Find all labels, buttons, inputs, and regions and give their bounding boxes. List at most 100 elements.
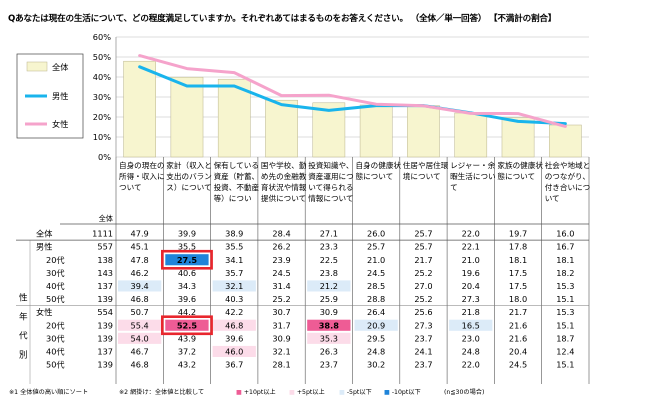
legend-plus10-swatch: ■	[236, 389, 242, 396]
table-cell: 21.0	[462, 255, 480, 265]
row-n: 137	[97, 281, 113, 291]
row-n: 1111	[92, 229, 113, 239]
bar-zentai	[501, 117, 535, 158]
category-label: 自身の健康状態について	[356, 160, 402, 181]
cell-highlight-b10	[165, 254, 209, 266]
group-label-char: 性	[19, 292, 28, 304]
legend-label-male: 男性	[52, 91, 68, 101]
group-label-char: 年	[19, 311, 28, 323]
table-cell: 28.5	[367, 281, 385, 291]
table-cell: 15.3	[556, 307, 574, 317]
table-cell: 45.1	[131, 242, 149, 252]
table-cell: 23.9	[272, 255, 290, 265]
bar-zentai	[217, 78, 251, 158]
y-tick-label: 20%	[93, 112, 111, 122]
row-n: 139	[97, 294, 113, 304]
bar-zentai	[265, 99, 298, 158]
footnote-sort: ※1 全体値の高い順にソート	[9, 387, 88, 396]
table-cell: 21.0	[367, 255, 385, 265]
legend-plus10-label: +10pt以上	[243, 389, 276, 396]
cell-highlight-p5	[118, 319, 162, 331]
table-cell: 22.0	[462, 360, 480, 370]
table-cell: 32.1	[272, 347, 290, 357]
table-cell: 30.7	[272, 307, 290, 317]
footnote-shading-text: 網掛け：全体値と比較して	[130, 389, 205, 396]
table-cell: 42.2	[225, 307, 243, 317]
cell-highlight-p5	[212, 319, 256, 331]
table-cell: 46.8	[131, 360, 149, 370]
red-highlight-box	[161, 249, 213, 270]
cell-highlight-p5	[212, 345, 256, 357]
cell-highlight-p5	[118, 332, 162, 344]
line-male	[138, 65, 567, 126]
table-cell: 32.1	[225, 281, 243, 291]
table-cell: 19.6	[462, 268, 480, 278]
group-label-char: 代	[19, 331, 28, 342]
cell-highlight-b5	[449, 319, 493, 331]
table-cell: 30.2	[367, 360, 385, 370]
table-cell: 47.8	[131, 255, 149, 265]
table-cell: 22.1	[462, 242, 480, 252]
table-cell: 24.5	[272, 268, 290, 278]
y-tick-label: 40%	[93, 72, 111, 82]
group-label-char: 別	[19, 350, 28, 361]
legend-swatch-zentai	[26, 61, 48, 72]
legend-minus10-label: -10pt以下	[391, 389, 421, 396]
category-label: 投資知識や、資産運用について得られる情報について	[308, 160, 354, 203]
table-cell: 28.1	[272, 360, 290, 370]
bar-zentai	[454, 112, 488, 158]
table-cell: 35.3	[320, 333, 338, 343]
legend-minus5-swatch: ■	[339, 389, 345, 396]
table-cell: 30.9	[272, 333, 290, 343]
category-label: 家計（収入と支出のバランス）について	[166, 160, 212, 192]
row-sublabel: 30代	[46, 333, 65, 343]
row-n: 137	[97, 347, 113, 357]
table-cell: 25.2	[272, 294, 290, 304]
category-label: 自身の現在の所得・収入について	[119, 160, 165, 192]
line-female	[138, 54, 567, 128]
cell-highlight-p10	[165, 319, 209, 331]
footnote-n-note: (n≦30の場合)	[444, 389, 485, 396]
table-cell: 21.6	[509, 333, 527, 343]
n-column-header: 全体	[99, 214, 113, 223]
y-tick-label: 30%	[93, 92, 111, 102]
table-cell: 27.1	[320, 229, 338, 239]
table-cell: 25.7	[414, 242, 432, 252]
table-cell: 35.7	[225, 268, 243, 278]
table-cell: 26.2	[272, 242, 290, 252]
row-sublabel: 20代	[46, 320, 65, 330]
table-cell: 21.6	[509, 320, 527, 330]
table-cell: 44.2	[178, 307, 196, 317]
row-n: 557	[97, 242, 113, 252]
table-cell: 38.9	[225, 229, 243, 239]
table-cell: 27.3	[414, 320, 432, 330]
table-cell: 46.8	[131, 294, 149, 304]
table-cell: 27.5	[177, 255, 198, 265]
table-cell: 25.2	[414, 268, 432, 278]
y-tick-label: 50%	[93, 52, 111, 62]
question-title: Qあなたは現在の生活について、どの程度満足していますか。それぞれあてはまるものを…	[8, 14, 557, 24]
table-cell: 31.7	[272, 320, 290, 330]
table-cell: 23.7	[320, 360, 338, 370]
table-cell: 37.2	[178, 347, 196, 357]
table-cell: 17.5	[509, 281, 527, 291]
table-cell: 23.7	[414, 333, 432, 343]
table-cell: 18.1	[556, 255, 574, 265]
row-sublabel: 20代	[46, 255, 65, 265]
table-cell: 18.0	[509, 294, 527, 304]
table-cell: 29.5	[367, 333, 385, 343]
bar-zentai	[407, 105, 440, 158]
bar-zentai	[549, 124, 582, 158]
table-cell: 39.4	[131, 281, 149, 291]
table-cell: 40.6	[178, 268, 196, 278]
table-cell: 26.3	[320, 347, 338, 357]
legend-minus5-label: -5pt以下	[346, 389, 372, 396]
table-cell: 39.9	[178, 229, 196, 239]
category-label: 保有している資産（貯蓄、投資、不動産等）につい	[214, 160, 260, 203]
bar-zentai	[170, 76, 204, 158]
legend-minus10-swatch: ■	[384, 389, 390, 396]
row-n: 554	[97, 307, 113, 317]
legend-plus5-swatch: ■	[289, 389, 295, 396]
table-cell: 46.0	[225, 347, 243, 357]
